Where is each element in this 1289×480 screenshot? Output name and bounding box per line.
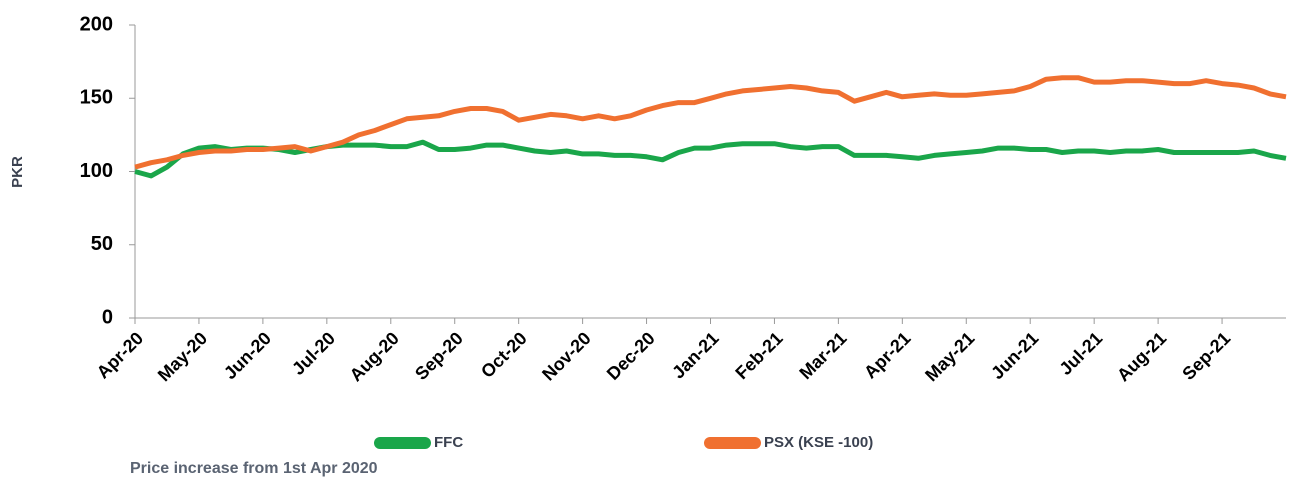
line-series bbox=[134, 139, 1287, 179]
x-tick-label: Feb-21 bbox=[731, 328, 786, 383]
legend-label: FFC bbox=[434, 434, 463, 451]
x-tick-label: Oct-20 bbox=[477, 328, 531, 382]
x-tick-label: May-21 bbox=[921, 328, 978, 385]
x-tick-label: Mar-21 bbox=[795, 328, 850, 383]
x-tick-label: Jul-21 bbox=[1055, 328, 1106, 379]
y-tick-label: 100 bbox=[80, 160, 113, 182]
x-tick-label: Jun-21 bbox=[987, 328, 1042, 383]
x-tick-label: Apr-21 bbox=[860, 328, 914, 382]
x-tick-label: Aug-21 bbox=[1113, 328, 1170, 385]
y-tick-label: 50 bbox=[91, 233, 113, 255]
x-tick-label: Jul-20 bbox=[288, 328, 339, 379]
x-tick-label: Aug-20 bbox=[346, 328, 403, 385]
y-tick-label: 150 bbox=[80, 87, 113, 109]
x-tick-label: Jun-20 bbox=[220, 328, 275, 383]
x-tick-label: Sep-20 bbox=[411, 328, 467, 384]
legend-label: PSX (KSE -100) bbox=[764, 434, 873, 451]
x-tick-label: Dec-20 bbox=[603, 328, 659, 384]
x-tick-label: Nov-20 bbox=[538, 328, 595, 385]
x-tick-label: Sep-21 bbox=[1178, 328, 1234, 384]
line-series bbox=[134, 75, 1287, 170]
x-tick-label: Jan-21 bbox=[668, 328, 722, 382]
x-tick-label: Apr-20 bbox=[93, 328, 147, 382]
y-tick-label: 200 bbox=[80, 13, 113, 35]
y-tick-label: 0 bbox=[102, 306, 113, 328]
x-tick-label: May-20 bbox=[154, 328, 211, 385]
caption: Price increase from 1st Apr 2020 bbox=[130, 460, 378, 477]
y-axis-label: PKR bbox=[9, 156, 26, 188]
